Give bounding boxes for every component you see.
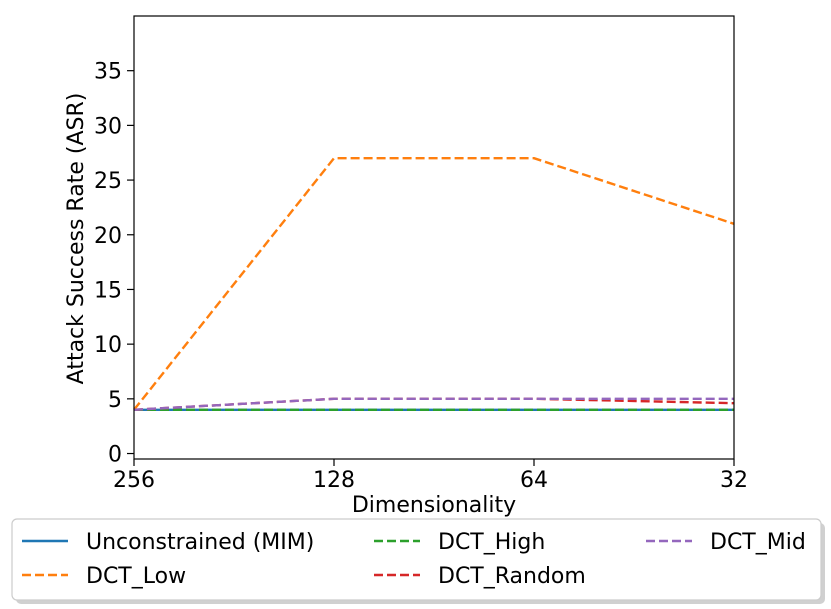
- plot-frame: [133, 15, 735, 460]
- x-tick-label: 64: [520, 468, 548, 493]
- x-tick-label: 32: [720, 468, 748, 493]
- x-tick-label: 128: [313, 468, 355, 493]
- legend-label-dct-mid: DCT_Mid: [710, 530, 806, 555]
- x-axis-label: Dimensionality: [352, 493, 516, 518]
- y-tick-label: 10: [94, 333, 122, 358]
- y-tick-label: 5: [108, 388, 122, 413]
- legend-label-dct-random: DCT_Random: [438, 564, 586, 589]
- legend-label-unconstrained-mim-: Unconstrained (MIM): [86, 530, 314, 555]
- y-tick-label: 35: [94, 60, 122, 85]
- x-tick-label: 256: [113, 468, 155, 493]
- y-tick-label: 15: [94, 278, 122, 303]
- series-line-dct-random: [133, 397, 735, 411]
- legend-label-dct-high: DCT_High: [438, 530, 545, 555]
- legend-label-dct-low: DCT_Low: [86, 564, 186, 589]
- series-line-dct-mid: [133, 397, 734, 411]
- y-tick-label: 25: [94, 169, 122, 194]
- y-tick-label: 20: [94, 224, 122, 249]
- series-line-dct-low: [133, 156, 735, 411]
- y-tick-label: 30: [94, 114, 122, 139]
- y-tick-label: 0: [108, 443, 122, 468]
- y-axis-label: Attack Success Rate (ASR): [64, 93, 89, 385]
- legend-box: [11, 518, 822, 601]
